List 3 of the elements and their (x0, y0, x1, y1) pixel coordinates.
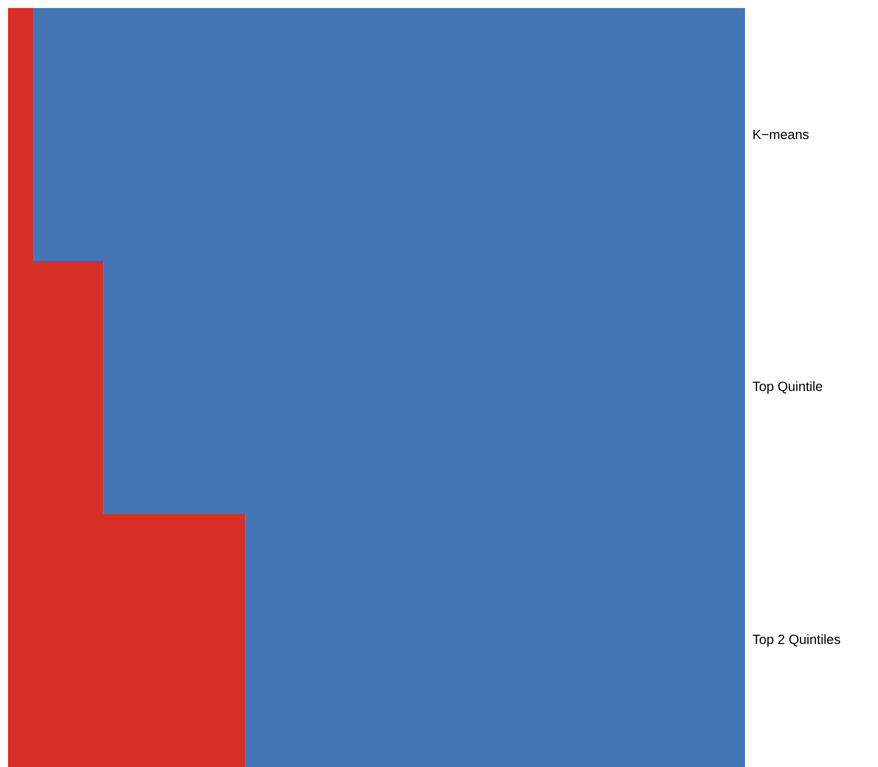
y-tick-label: Top Quintile (752, 381, 822, 394)
y-tick-label: K−means (753, 130, 809, 140)
y-tick-label: Top 2 Quintiles (752, 634, 840, 647)
